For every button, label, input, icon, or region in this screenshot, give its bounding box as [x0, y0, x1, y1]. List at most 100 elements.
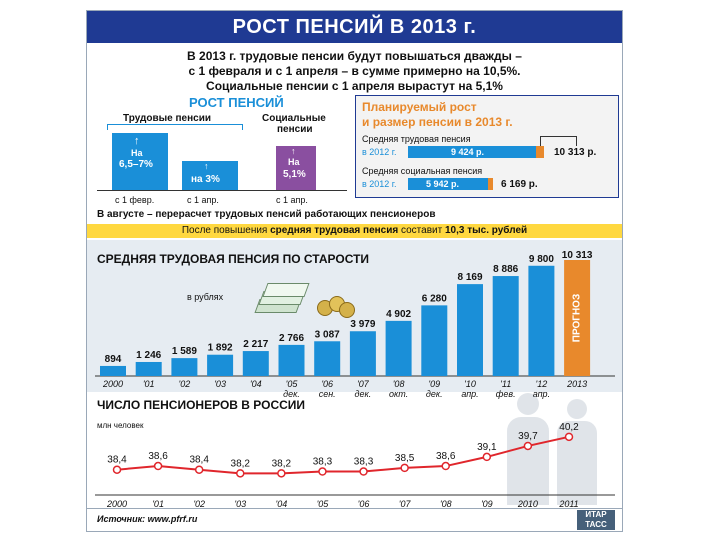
growth-bar-social-label-2: 5,1% [283, 169, 306, 180]
page-title: РОСТ ПЕНСИЙ В 2013 г. [87, 11, 622, 43]
bar-tick-label: '06 [321, 379, 333, 389]
bar-value-label: 6 280 [422, 293, 447, 304]
bar-value-label: 4 902 [386, 309, 411, 320]
pension-bar [314, 341, 341, 376]
growth-date-social: с 1 апр. [276, 195, 308, 205]
growth-baseline [97, 190, 347, 191]
bar-tick-label: '01 [143, 379, 155, 389]
notice-part-1: После повышения [181, 225, 271, 236]
forecast-label: ПРОГНОЗ [572, 294, 583, 342]
bar-tick-sublabel: апр. [461, 389, 478, 399]
plan-social-year: в 2012 г. [362, 179, 397, 189]
labor-bracket [107, 124, 242, 125]
intro-line-1: В 2013 г. трудовые пенсии будут повышать… [187, 49, 522, 63]
coins-icon [317, 294, 355, 318]
pensioners-value-label: 38,4 [107, 455, 127, 466]
growth-bar-feb-label-1: На [131, 148, 143, 158]
line-tick-label: '09 [481, 499, 493, 509]
line-tick-label: '04 [275, 499, 287, 509]
bar-tick-sublabel: апр. [533, 389, 550, 399]
bar-tick-sublabel: дек. [426, 389, 443, 399]
bar-tick-label: '10 [464, 379, 476, 389]
bar-tick-label: '08 [393, 379, 405, 389]
notice-part-3: составит [398, 225, 445, 236]
up-arrow-icon: ↑ [204, 161, 209, 171]
social-pension-label-2: пенсии [277, 124, 313, 135]
bar-tick-label: '09 [428, 379, 440, 389]
pension-bar [242, 351, 269, 376]
plan-social-2013-value: 6 169 р. [501, 179, 538, 190]
bar-chart-title: СРЕДНЯЯ ТРУДОВАЯ ПЕНСИЯ ПО СТАРОСТИ [97, 252, 370, 266]
bar-tick-label: '12 [536, 379, 548, 389]
line-tick-label: '03 [234, 499, 246, 509]
line-chart-ylabel: млн человек [97, 421, 144, 430]
bar-value-label: 1 892 [208, 343, 233, 354]
bar-value-label: 1 246 [136, 350, 161, 361]
bar-tick-sublabel: окт. [389, 389, 408, 399]
plan-leader-line [540, 136, 576, 137]
plan-title-1: Планируемый рост [362, 100, 477, 114]
plan-leader-line [540, 136, 541, 146]
pension-bar [385, 320, 412, 376]
plan-labor-increase-bar [536, 146, 544, 158]
pensioners-value-label: 39,7 [518, 431, 538, 442]
line-tick-label: '06 [358, 499, 370, 509]
notice-part-2: средняя трудовая пенсия [270, 225, 399, 236]
plan-social-increase-bar [488, 178, 493, 190]
pensioners-point [112, 465, 122, 474]
pension-bar [207, 354, 234, 376]
line-tick-label: 2010 [517, 499, 538, 509]
pensioners-point [359, 467, 368, 476]
recalc-note: В августе – перерасчет трудовых пенсий р… [97, 209, 436, 220]
pensioners-value-label: 38,2 [272, 458, 292, 469]
plan-labor-label: Средняя трудовая пенсия [362, 134, 471, 144]
pensioners-point [523, 441, 533, 451]
up-arrow-icon: ↑ [134, 135, 140, 147]
bar-value-label: 3 979 [350, 319, 375, 330]
line-chart: 38,4 2000 38,6 '01 38,4 '02 38,2 '03 38,2 '04 38,3… [95, 422, 615, 509]
pensioners-value-label: 38,4 [189, 455, 209, 466]
labor-pension-label: Трудовые пенсии [123, 113, 211, 124]
pension-bar [457, 284, 483, 376]
plan-labor-bar [408, 146, 536, 158]
bar-tick-label: 2000 [102, 379, 123, 389]
tass-logo: ИТАР ТАСС [577, 510, 615, 530]
intro-line-3: Социальные пенсии с 1 апреля вырастут на… [206, 79, 503, 93]
growth-bar-apr [182, 161, 238, 190]
bar-tick-label: '07 [357, 379, 370, 389]
intro-line-2: с 1 февраля и с 1 апреля – в сумме приме… [188, 64, 521, 78]
line-tick-label: '02 [193, 499, 205, 509]
bar-tick-label: '05 [286, 379, 299, 389]
pensioners-value-label: 38,2 [231, 458, 251, 469]
pension-bar [492, 276, 519, 376]
plan-labor-2013-value: 10 313 р. [554, 147, 597, 158]
bar-value-label: 3 087 [315, 329, 340, 340]
pension-bar [100, 365, 126, 376]
line-tick-label: 2000 [106, 499, 127, 509]
pension-bar [278, 344, 305, 376]
notice-banner: После повышения средняя трудовая пенсия … [87, 224, 622, 238]
line-tick-label: '01 [152, 499, 164, 509]
bar-chart: 894 2000 1 246 '01 1 589 '02 1 892 '03 2 217 '04 2… [95, 250, 615, 399]
pensioners-value-label: 38,6 [148, 451, 168, 462]
bar-chart-unit-label: в рублях [187, 292, 224, 302]
forecast-bar [564, 260, 591, 376]
bar-value-label: 8 169 [457, 272, 482, 283]
pensioners-point [441, 461, 450, 471]
pension-bar [135, 361, 162, 376]
pensioners-value-label: 38,6 [436, 451, 456, 462]
pensioners-point [194, 465, 204, 474]
labor-bracket-right [242, 124, 243, 130]
bar-value-label: 2 766 [279, 333, 304, 344]
growth-bar-social [276, 146, 316, 190]
pensioners-point [318, 467, 327, 476]
social-pension-label-1: Социальные [262, 113, 326, 124]
bar-tick-label: 2013 [566, 379, 587, 389]
pensioners-silhouette-icon [487, 383, 617, 505]
source-text: Источник: www.pfrf.ru [97, 514, 198, 524]
pensioners-point [236, 469, 245, 478]
growth-heading: РОСТ ПЕНСИЙ [189, 95, 284, 110]
growth-bar-social-label-1: На [288, 157, 300, 167]
plan-social-bar [408, 178, 488, 190]
line-chart-title: ЧИСЛО ПЕНСИОНЕРОВ В РОССИИ [97, 398, 306, 412]
